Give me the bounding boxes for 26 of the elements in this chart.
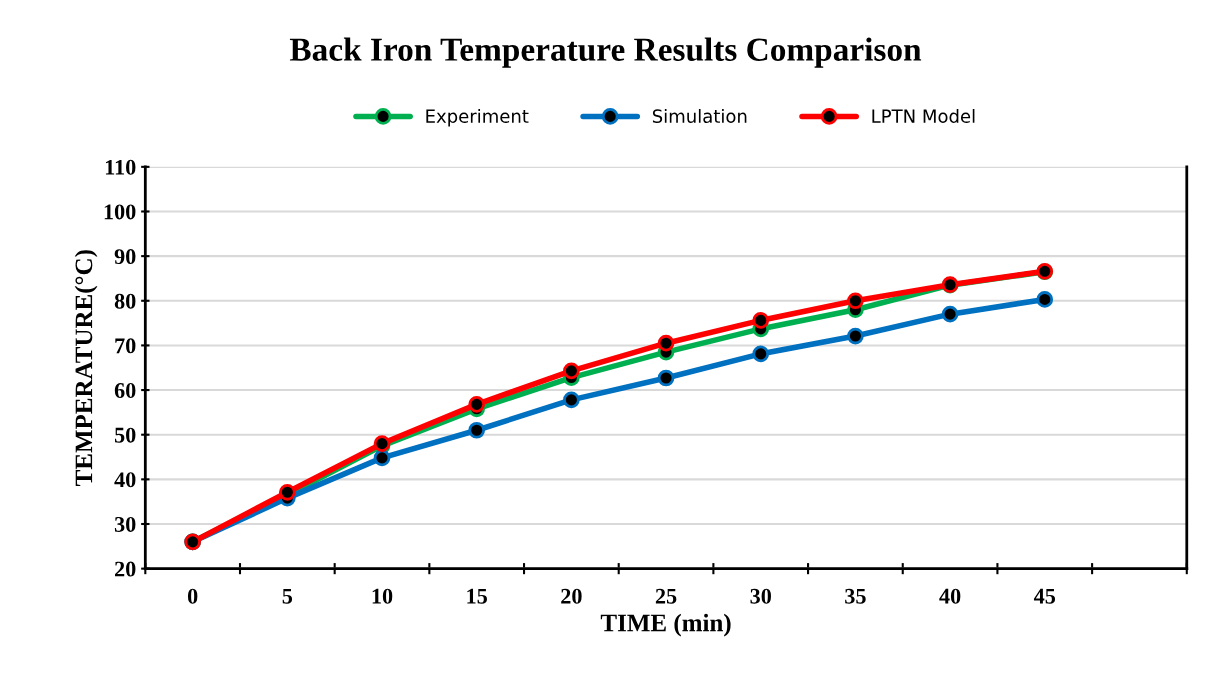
y-tick-label: 70 [115,338,136,354]
x-axis-title: TIME (min) [600,613,731,637]
x-tick-label: 30 [750,588,771,604]
y-tick-label: 40 [114,472,136,488]
legend-label: Simulation [652,109,747,123]
y-tick-label: 80 [114,293,136,309]
y-tick-label: 20 [115,561,136,577]
y-axis-title: TEMPERATURE(°C) [74,250,98,487]
y-tick-label: 100 [104,204,136,220]
x-tick-label: 0 [187,588,198,604]
x-tick-label: 25 [655,588,677,604]
y-tick-label: 90 [114,249,136,265]
y-tick-label: 60 [114,382,136,398]
legend-label: Experiment [426,109,529,127]
chart-title: Back Iron Temperature Results Comparison [289,37,922,68]
y-tick-label: 110 [105,159,136,175]
x-tick-label: 20 [561,588,582,604]
x-tick-label: 10 [372,588,393,604]
legend-label: LPTN Model [872,109,975,123]
x-tick-label: 5 [282,588,293,604]
x-tick-label: 45 [1033,588,1056,604]
x-tick-label: 35 [845,588,866,604]
x-tick-label: 15 [467,588,487,604]
y-tick-label: 30 [114,516,136,532]
y-tick-label: 50 [114,427,136,443]
x-tick-label: 40 [939,588,961,604]
